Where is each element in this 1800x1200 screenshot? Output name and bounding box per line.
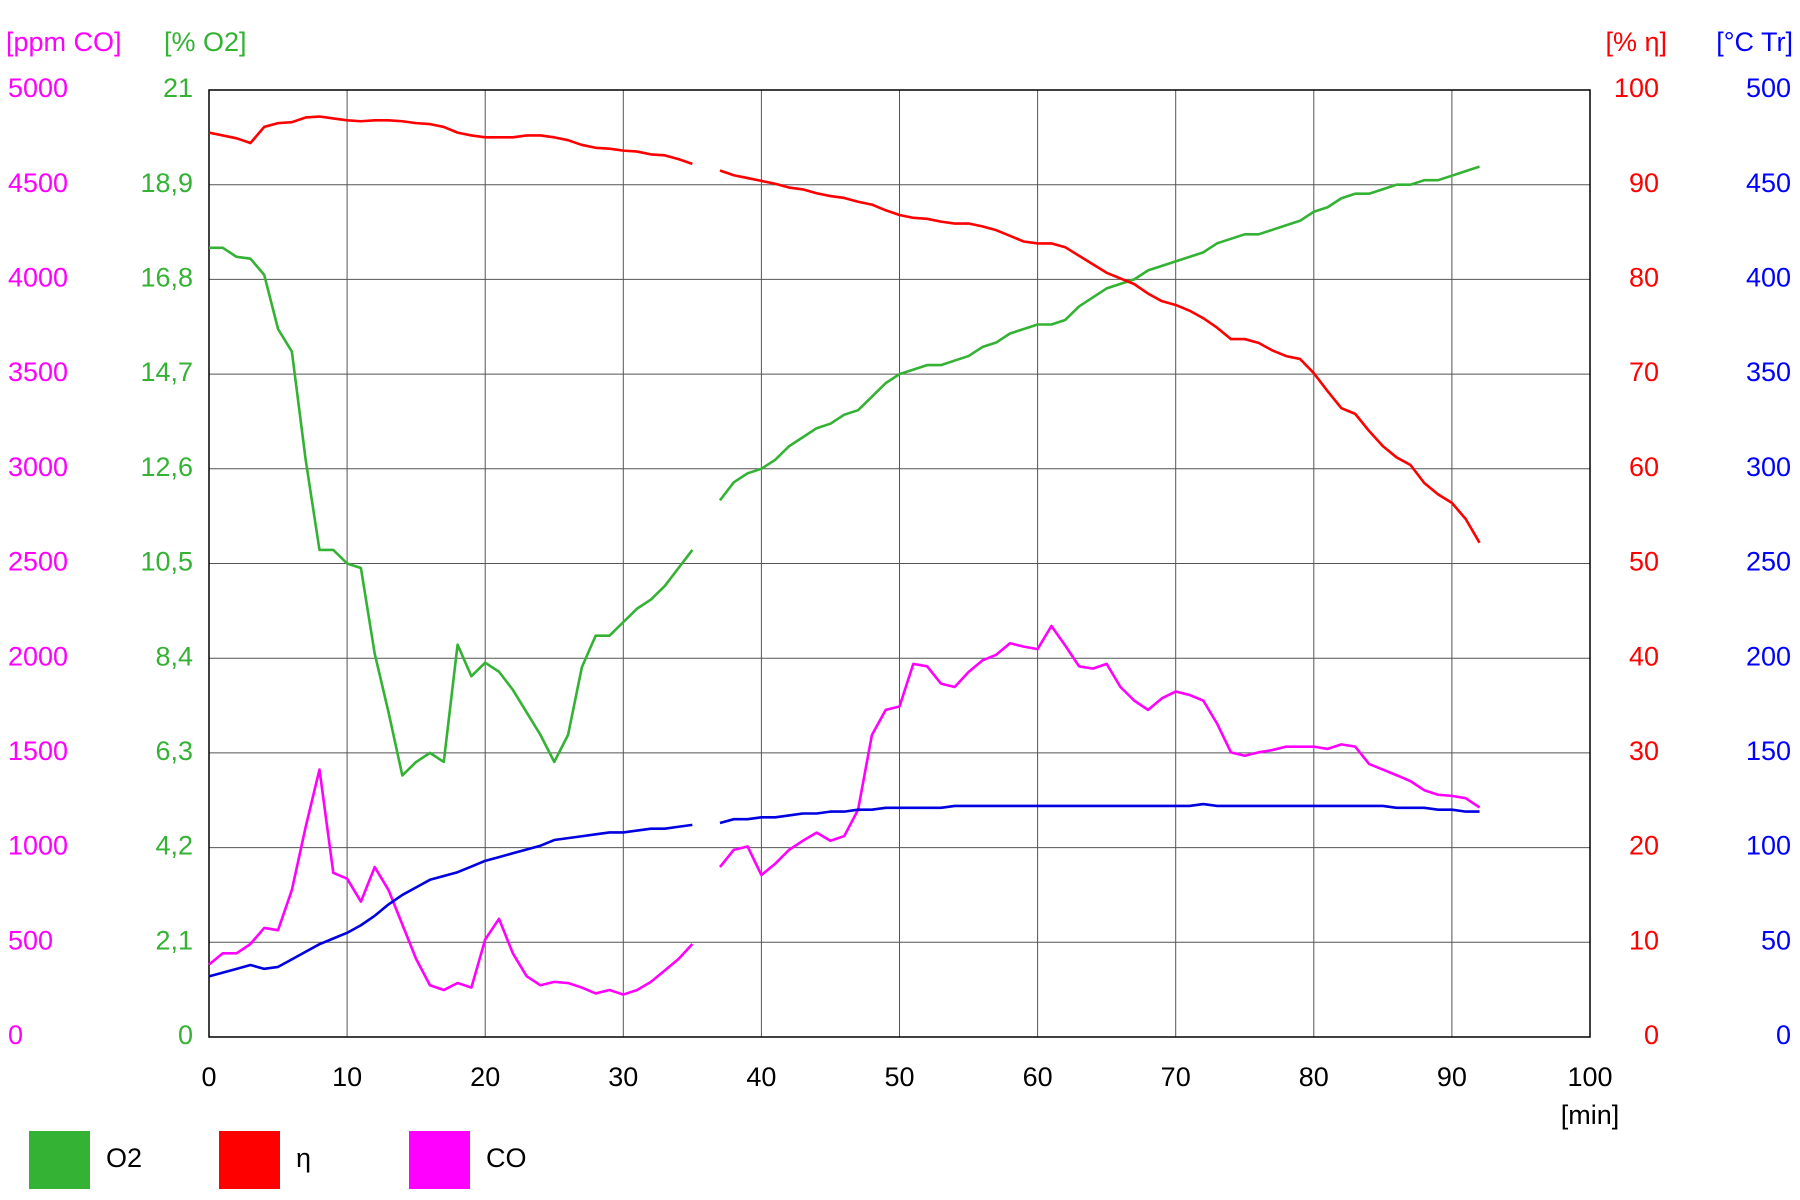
x-tick-label: 10: [332, 1062, 362, 1092]
y-tick-label: 0: [8, 1020, 23, 1050]
series-line: [209, 165, 1480, 777]
series-line: [208, 802, 1480, 978]
x-tick-label: 50: [884, 1062, 914, 1092]
y-tick-label: 500: [1746, 73, 1791, 103]
y-tick-label: 350: [1746, 357, 1791, 387]
y-tick-label: 150: [1746, 736, 1791, 766]
x-tick-label: 30: [608, 1062, 638, 1092]
y-tick-label: 500: [8, 925, 53, 955]
x-tick-label: 0: [201, 1062, 216, 1092]
y-tick-label: 90: [1629, 168, 1659, 198]
y-tick-label: 3000: [8, 452, 68, 482]
y-tick-label: 80: [1629, 263, 1659, 293]
legend-label: η: [296, 1143, 311, 1173]
y-tick-label: 21: [163, 73, 193, 103]
x-tick-label: 20: [470, 1062, 500, 1092]
y-tick-label: 0: [1644, 1020, 1659, 1050]
y-tick-label: 3500: [8, 357, 68, 387]
y-tick-label: 16,8: [140, 263, 193, 293]
y-tick-label: 450: [1746, 168, 1791, 198]
legend-swatch: [29, 1131, 90, 1189]
y-tick-label: 40: [1629, 641, 1659, 671]
x-tick-label: 90: [1437, 1062, 1467, 1092]
y-tick-label: 50: [1629, 547, 1659, 577]
x-axis-label: [min]: [1561, 1100, 1620, 1130]
legend-swatch: [219, 1131, 280, 1189]
y-tick-label: 4,2: [155, 831, 193, 861]
y-tick-label: 14,7: [140, 357, 193, 387]
y-axis-label: [% η]: [1605, 27, 1667, 57]
series-line: [208, 624, 1481, 996]
y-tick-label: 400: [1746, 263, 1791, 293]
y-tick-label: 50: [1761, 925, 1791, 955]
y-tick-label: 0: [178, 1020, 193, 1050]
y-tick-label: 30: [1629, 736, 1659, 766]
y-tick-label: 0: [1776, 1020, 1791, 1050]
legend-label: O2: [106, 1143, 142, 1173]
y-tick-label: 1000: [8, 831, 68, 861]
y-tick-label: 2000: [8, 641, 68, 671]
y-tick-label: 12,6: [140, 452, 193, 482]
x-tick-label: 60: [1023, 1062, 1053, 1092]
y-tick-label: 1500: [8, 736, 68, 766]
y-tick-label: 250: [1746, 547, 1791, 577]
y-tick-label: 10,5: [140, 547, 193, 577]
y-tick-label: 200: [1746, 641, 1791, 671]
y-axis-label: [ppm CO]: [6, 27, 122, 57]
y-tick-label: 60: [1629, 452, 1659, 482]
y-tick-label: 8,4: [155, 641, 193, 671]
x-tick-label: 40: [746, 1062, 776, 1092]
y-tick-label: 18,9: [140, 168, 193, 198]
legend-swatch: [409, 1131, 470, 1189]
y-tick-label: 2500: [8, 547, 68, 577]
y-axis-label: [% O2]: [164, 27, 247, 57]
y-tick-label: 6,3: [155, 736, 193, 766]
y-tick-label: 5000: [8, 73, 68, 103]
y-tick-label: 10: [1629, 925, 1659, 955]
y-tick-label: 300: [1746, 452, 1791, 482]
x-tick-label: 70: [1161, 1062, 1191, 1092]
x-tick-label: 80: [1299, 1062, 1329, 1092]
y-tick-label: 100: [1614, 73, 1659, 103]
series-line: [208, 115, 1481, 544]
y-tick-label: 4500: [8, 168, 68, 198]
legend-label: CO: [486, 1143, 527, 1173]
y-tick-label: 20: [1629, 831, 1659, 861]
y-tick-label: 70: [1629, 357, 1659, 387]
plot-border: [208, 89, 1591, 1038]
y-tick-label: 100: [1746, 831, 1791, 861]
y-tick-label: 2,1: [155, 925, 193, 955]
x-tick-label: 100: [1567, 1062, 1612, 1092]
y-tick-label: 4000: [8, 263, 68, 293]
y-axis-label: [°C Tr]: [1716, 27, 1793, 57]
